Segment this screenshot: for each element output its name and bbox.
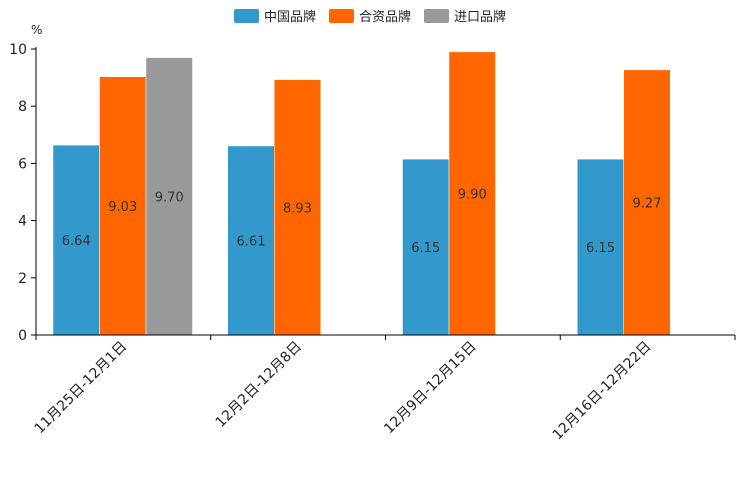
data-label-1-0: 9.03: [108, 200, 137, 215]
legend-label-2: 进口品牌: [454, 9, 506, 25]
data-labels: 6.64 6.61 6.15 6.15 9.03 8.93 9.90 9.27 9.70: [62, 187, 662, 256]
y-tick-label: 6: [18, 156, 27, 172]
bar-1-1: [274, 79, 321, 336]
bar-1-0: [99, 76, 147, 336]
x-tick-label: 12月16日-12月22日: [550, 339, 655, 444]
legend-label-0: 中国品牌: [264, 9, 316, 25]
bar-0-3: [577, 158, 624, 336]
data-label-1-2: 9.90: [458, 187, 487, 202]
data-label-1-3: 9.27: [633, 196, 662, 211]
legend: 中国品牌 合资品牌 进口品牌: [234, 9, 506, 25]
y-tick-label: 0: [18, 328, 27, 344]
y-axis-unit-label: %: [31, 23, 42, 37]
legend-swatch-2: [424, 9, 449, 23]
bar-1-2: [448, 51, 496, 336]
legend-label-1: 合资品牌: [359, 9, 411, 25]
bars: [52, 51, 671, 336]
data-label-0-2: 6.15: [411, 241, 440, 256]
legend-swatch-1: [329, 9, 354, 23]
data-label-1-1: 8.93: [283, 201, 312, 216]
y-tick-label: 8: [18, 99, 27, 115]
data-label-2-0: 9.70: [155, 190, 184, 205]
bar-0-1: [227, 145, 275, 336]
x-axis: 11月25日-12月1日 12月2日-12月8日 12月9日-12月15日 12月16…: [32, 334, 736, 444]
bar-1-3: [623, 69, 671, 336]
x-tick-label: 12月2日-12月8日: [213, 339, 305, 431]
y-tick-label: 4: [18, 214, 27, 230]
bar-0-2: [402, 158, 450, 336]
x-tick-label: 12月9日-12月15日: [381, 339, 480, 438]
y-tick-label: 2: [18, 271, 27, 287]
y-axis: 0 2 4 6 8 10: [9, 42, 37, 344]
x-tick-label: 11月25日-12月1日: [32, 339, 131, 438]
y-tick-label: 10: [9, 42, 27, 58]
bar-2-0: [145, 57, 193, 336]
data-label-0-1: 6.61: [237, 234, 266, 249]
data-label-0-0: 6.64: [62, 234, 91, 249]
legend-swatch-0: [234, 9, 259, 23]
data-label-0-3: 6.15: [586, 241, 615, 256]
